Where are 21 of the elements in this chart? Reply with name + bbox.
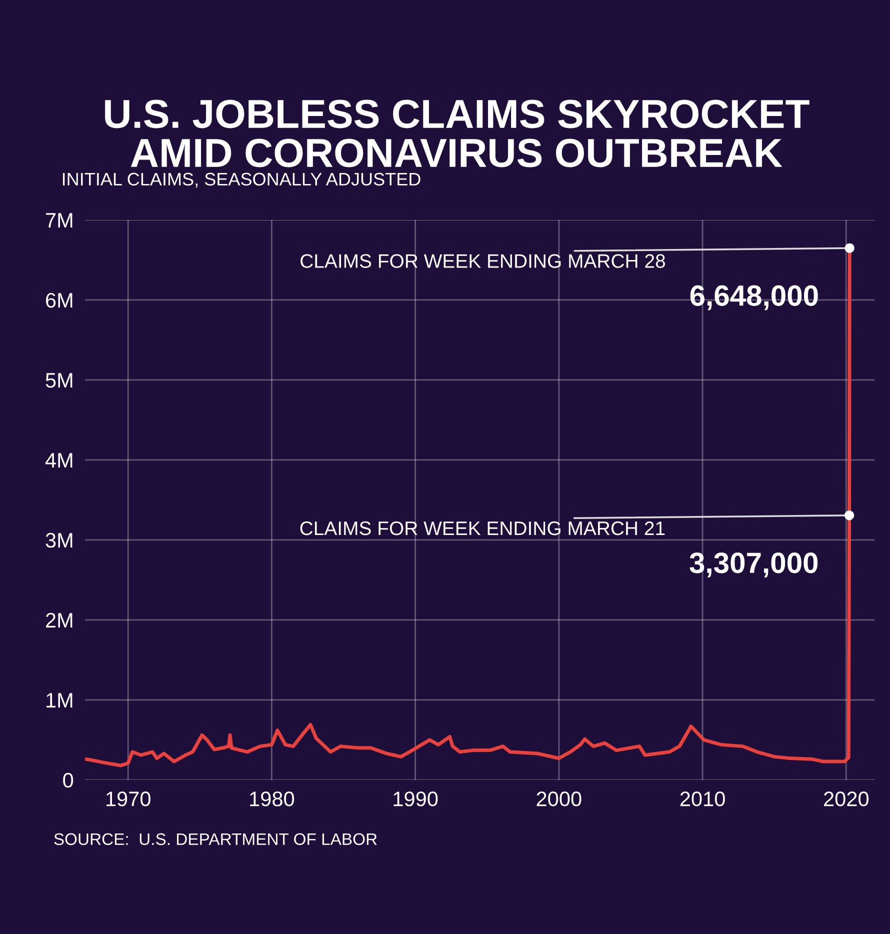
y-tick-label: 4M xyxy=(45,453,72,468)
y-tick-label: 5M xyxy=(46,373,72,388)
y-tick-label: 1M xyxy=(46,693,72,708)
annotation: CLAIMS FOR WEEK ENDING MARCH 21 xyxy=(300,521,665,536)
data-label: 3,307,000 xyxy=(690,552,818,578)
y-tick-label: 2M xyxy=(46,612,72,628)
y-tick-label: 0 xyxy=(63,772,74,788)
source-note: SOURCE: U.S. DEPARTMENT OF LABOR xyxy=(54,833,377,846)
y-tick-label: 7M xyxy=(46,213,72,228)
x-tick-label: 1990 xyxy=(394,792,438,806)
x-tick-label: 1970 xyxy=(106,792,150,806)
x-tick-label: 2020 xyxy=(824,792,869,806)
x-tick-label: 1980 xyxy=(250,792,294,806)
y-axis-title: INITIAL CLAIMS, SEASONALLY ADJUSTED xyxy=(62,172,420,188)
annotation: CLAIMS FOR WEEK ENDING MARCH 28 xyxy=(300,254,666,268)
y-tick-label: 6M xyxy=(46,292,72,308)
x-tick-label: 2000 xyxy=(536,792,582,806)
y-tick-label: 3M xyxy=(46,532,72,548)
chart-title: U.S. JOBLESS CLAIMS SKYROCKET AMID CORONAVIRUS OUTBREAK xyxy=(105,100,810,168)
x-tick-label: 2010 xyxy=(680,792,725,806)
data-label: 6,648,000 xyxy=(690,285,818,310)
